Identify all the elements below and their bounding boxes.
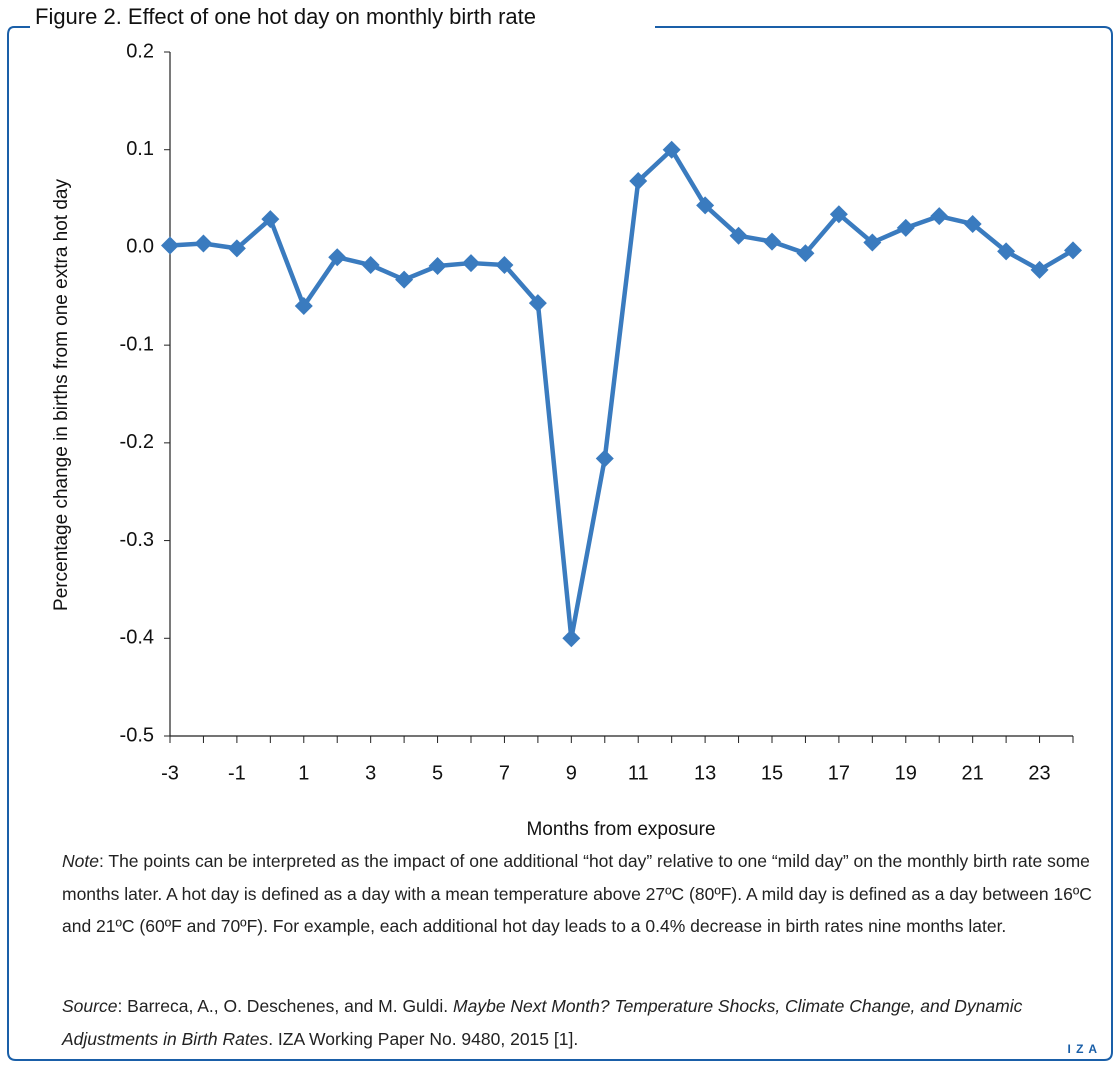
- y-tick-label: 0.2: [126, 40, 154, 62]
- data-point: [194, 234, 213, 253]
- frame: [7, 26, 1113, 1061]
- chart-title: Figure 2. Effect of one hot day on month…: [35, 4, 536, 29]
- x-tick-label: 17: [828, 762, 850, 784]
- x-axis-label: Months from exposure: [526, 819, 715, 840]
- y-tick-label: 0.1: [126, 138, 154, 160]
- data-point: [796, 244, 815, 263]
- data-point: [963, 214, 982, 233]
- data-point: [361, 256, 380, 275]
- y-tick-label: -0.3: [120, 529, 154, 551]
- data-point: [863, 233, 882, 252]
- data-point: [227, 239, 246, 258]
- source-authors: : Barreca, A., O. Deschenes, and M. Guld…: [117, 996, 454, 1016]
- note-label: Note: [62, 851, 99, 871]
- y-axis-label: Percentage change in births from one ext…: [51, 179, 72, 611]
- x-tick-label: 5: [432, 762, 443, 784]
- data-point: [829, 205, 848, 224]
- data-point: [395, 270, 414, 289]
- y-tick-label: 0.0: [126, 236, 154, 258]
- data-line: [169, 147, 1075, 641]
- data-point: [161, 236, 179, 255]
- data-point: [629, 171, 648, 190]
- x-tick-label: 7: [499, 762, 510, 784]
- data-point: [729, 226, 748, 245]
- source: Source: Barreca, A., O. Deschenes, and M…: [62, 990, 1116, 1055]
- x-tick-label: 3: [365, 762, 376, 784]
- y-tick-label: -0.5: [120, 724, 154, 746]
- logo: I Z A: [1067, 1042, 1098, 1056]
- data-point: [462, 254, 480, 273]
- x-tick-label: 1: [298, 762, 309, 784]
- x-tick-label: 9: [566, 762, 577, 784]
- x-tick-label: 23: [1028, 762, 1050, 784]
- data-point: [662, 140, 681, 159]
- note-text: : The points can be interpreted as the i…: [62, 851, 1092, 936]
- data-point: [1030, 260, 1049, 279]
- x-tick-label: 13: [694, 762, 716, 784]
- x-tick-label: 11: [628, 762, 649, 784]
- y-tick-label: -0.1: [120, 333, 154, 355]
- data-point: [896, 218, 915, 237]
- data-point: [428, 256, 447, 275]
- data-point: [997, 242, 1016, 261]
- data-point: [528, 294, 547, 313]
- y-tick-label: -0.2: [120, 431, 154, 453]
- y-tick-label: -0.4: [120, 627, 154, 649]
- x-tick-label: -1: [228, 762, 246, 784]
- data-point: [696, 196, 715, 215]
- data-point: [1064, 241, 1082, 260]
- data-point: [930, 207, 949, 226]
- data-point: [595, 449, 614, 468]
- data-point: [763, 232, 781, 251]
- data-point: [495, 256, 514, 275]
- note: Note: The points can be interpreted as t…: [62, 845, 1116, 943]
- data-point: [328, 248, 347, 267]
- source-rest: . IZA Working Paper No. 9480, 2015 [1].: [268, 1028, 579, 1049]
- source-label: Source: [62, 996, 118, 1016]
- x-tick-label: -3: [161, 762, 179, 784]
- x-tick-label: 19: [895, 762, 917, 784]
- data-point: [294, 297, 313, 316]
- source-title: Maybe Next Month? Temperature Shocks, Cl…: [62, 996, 1023, 1049]
- data-point: [562, 629, 581, 648]
- x-tick-label: 15: [761, 762, 783, 784]
- x-tick-label: 21: [962, 762, 984, 784]
- data-point: [261, 210, 280, 229]
